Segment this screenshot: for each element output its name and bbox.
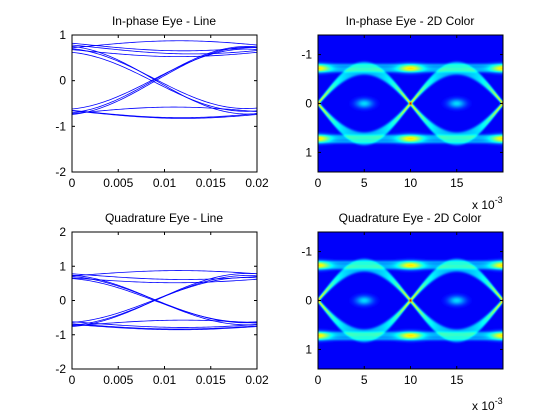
x-tick-label: 0.015 — [196, 373, 226, 387]
eye-trace — [72, 276, 257, 324]
chart-title: Quadrature Eye - 2D Color — [339, 211, 482, 225]
eye-trace — [72, 40, 257, 49]
plot-area — [72, 40, 257, 119]
x-tick-label: 10 — [404, 176, 418, 190]
axis-ticks: 0 0.005 0.01 0.015 0.02 -2 -1 0 1 2 — [55, 225, 269, 387]
heatmap-image — [318, 232, 503, 369]
eye-trace — [72, 49, 257, 58]
eye-trace — [72, 48, 257, 109]
y-tick-label: -1 — [301, 48, 312, 62]
chart-title: In-phase Eye - Line — [112, 14, 216, 28]
x-tick-label: 0.02 — [245, 176, 269, 190]
x-tick-label: 0.02 — [245, 373, 269, 387]
x-tick-label: 5 — [361, 176, 368, 190]
y-tick-label: 1 — [59, 28, 66, 42]
y-tick-label: 0 — [59, 74, 66, 88]
panel-inphase-color: In-phase Eye - 2D Color 0 5 10 15 -1 0 1 x 10-… — [301, 14, 504, 212]
x-tick-label: 5 — [361, 373, 368, 387]
eye-trace — [72, 278, 257, 323]
x-exponent-label: x 10-3 — [472, 396, 503, 413]
axes-frame — [317, 34, 504, 173]
x-tick-label: 0 — [315, 373, 322, 387]
eye-trace — [72, 324, 257, 331]
y-tick-label: 0 — [59, 294, 66, 308]
x-tick-label: 0 — [69, 176, 76, 190]
x-tick-label: 0.01 — [153, 176, 177, 190]
plot-area — [72, 270, 257, 331]
axis-ticks: 0 0.005 0.01 0.015 0.02 -2 -1 0 1 — [55, 28, 269, 190]
x-tick-label: 15 — [450, 373, 464, 387]
chart-title: Quadrature Eye - Line — [105, 211, 223, 225]
eye-trace — [72, 273, 257, 280]
eye-trace — [72, 44, 257, 55]
y-tick-label: -2 — [55, 165, 66, 179]
eye-trace — [72, 277, 257, 284]
x-tick-label: 0 — [69, 373, 76, 387]
eye-trace — [72, 46, 257, 114]
y-tick-label: 0 — [305, 97, 312, 111]
x-tick-label: 0.01 — [153, 373, 177, 387]
eye-trace — [72, 51, 257, 112]
x-tick-label: 10 — [404, 373, 418, 387]
panel-inphase-line: In-phase Eye - Line 0 0.005 0.01 0.015 0.02 -… — [55, 14, 269, 190]
eye-trace — [72, 109, 257, 119]
panel-quadrature-line: Quadrature Eye - Line 0 0.005 0.01 0.015 0.0… — [55, 211, 269, 387]
y-tick-label: 1 — [305, 145, 312, 159]
x-exponent-label: x 10-3 — [472, 195, 503, 212]
eye-trace — [72, 270, 257, 277]
chart-title: In-phase Eye - 2D Color — [346, 14, 475, 28]
x-tick-label: 0.005 — [103, 373, 133, 387]
eye-trace — [72, 321, 257, 328]
heatmap-image — [318, 35, 503, 172]
axis-ticks: 0 5 10 15 -1 0 1 — [301, 35, 503, 190]
x-tick-label: 0 — [315, 176, 322, 190]
y-tick-label: -1 — [55, 119, 66, 133]
y-tick-label: 2 — [59, 225, 66, 239]
y-tick-label: -1 — [55, 328, 66, 342]
y-tick-label: 1 — [305, 342, 312, 356]
x-tick-label: 15 — [450, 176, 464, 190]
x-tick-label: 0.005 — [103, 176, 133, 190]
eye-trace — [72, 106, 257, 114]
eye-trace — [72, 323, 257, 330]
eye-trace — [72, 46, 257, 115]
y-tick-label: -1 — [301, 245, 312, 259]
eye-trace — [72, 273, 257, 327]
axes-frame — [317, 231, 504, 370]
eye-trace — [72, 110, 257, 119]
panel-quadrature-color: Quadrature Eye - 2D Color 0 5 10 15 -1 0 1 x 1… — [301, 211, 504, 413]
axes-frame — [71, 34, 258, 173]
y-tick-label: 1 — [59, 259, 66, 273]
eye-trace — [72, 48, 257, 110]
y-tick-label: -2 — [55, 362, 66, 376]
x-tick-label: 0.015 — [196, 176, 226, 190]
axes-frame — [71, 231, 258, 370]
y-tick-label: 0 — [305, 294, 312, 308]
eye-trace — [72, 46, 257, 115]
